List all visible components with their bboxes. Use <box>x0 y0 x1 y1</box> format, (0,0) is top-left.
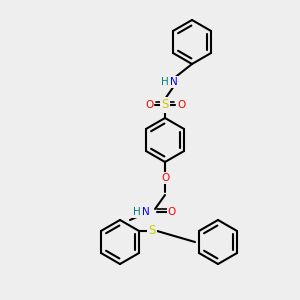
Text: N: N <box>170 77 178 87</box>
Text: H: H <box>133 207 141 217</box>
Text: O: O <box>161 173 169 183</box>
Text: S: S <box>161 98 169 112</box>
Text: O: O <box>177 100 185 110</box>
Text: S: S <box>148 224 156 238</box>
Text: H: H <box>161 77 169 87</box>
Text: N: N <box>142 207 150 217</box>
Text: O: O <box>168 207 176 217</box>
Text: O: O <box>145 100 153 110</box>
